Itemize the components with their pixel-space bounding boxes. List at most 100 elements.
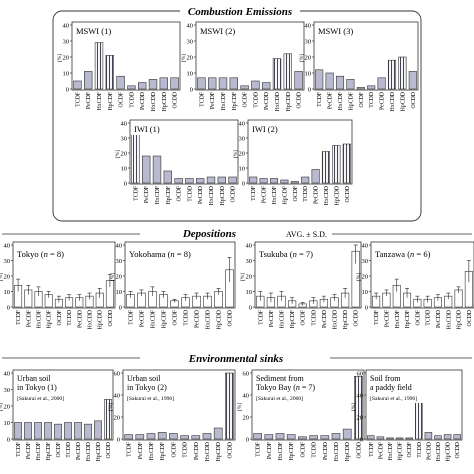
y-tick-label: 30: [121, 136, 128, 143]
y-tick-label: 20: [239, 151, 246, 158]
y-tick-label: 30: [239, 136, 246, 143]
y-tick-label: 20: [116, 274, 123, 281]
category-label: HpCDD: [446, 442, 452, 461]
y-tick-label: 0: [124, 181, 127, 188]
category-label: HpCDF: [289, 441, 295, 460]
y-tick-label: 40: [4, 243, 11, 250]
category-label: OCDD: [173, 92, 179, 108]
category-label: OCDD: [231, 186, 237, 202]
bar-pecdf: [84, 71, 93, 90]
y-tick-label: 0: [249, 305, 252, 312]
y-tick-label: 30: [187, 39, 194, 46]
y-tick-label: 40: [362, 243, 369, 250]
bar-tcdf: [249, 176, 258, 184]
bar-hpcdf: [163, 170, 172, 184]
panel-urban-soil-in-tokyo-1: 0 10 20 30 40 [%] TCDF PeCDF HxCDF HpCDF OCDF TCDD P…: [0, 369, 114, 461]
bar-hpcdf: [280, 179, 289, 184]
bar-ocdf: [290, 181, 299, 184]
bar-hpcdf: [346, 79, 355, 90]
bar-ocdd: [453, 434, 461, 440]
bar-pecdf: [264, 434, 274, 440]
category-label: PeCDF: [86, 91, 92, 109]
bar-pecdd: [74, 422, 82, 440]
category-label: OCDD: [227, 442, 233, 458]
category-label: TCDD: [426, 310, 432, 326]
bar-hxcdf: [94, 42, 104, 90]
category-label: OCDD: [297, 92, 303, 108]
category-label: OCDF: [119, 91, 125, 107]
y-axis-unit: [%]: [0, 273, 4, 281]
y-axis-unit: [%]: [57, 54, 63, 62]
bar-hpcdd: [283, 53, 292, 90]
category-label: TCDD: [183, 442, 189, 458]
category-label: PeCDD: [323, 442, 329, 460]
bar-ocdf: [174, 178, 183, 184]
category-label: OCDD: [455, 442, 461, 458]
y-axis-unit: [%]: [356, 273, 362, 281]
category-label: HxCDF: [221, 91, 227, 110]
y-axis-unit: [%]: [181, 54, 187, 62]
bar-ocdf: [356, 87, 365, 90]
category-label: HpCDF: [162, 309, 168, 328]
y-tick-label: 60: [357, 371, 364, 378]
y-tick-label: 20: [243, 415, 250, 422]
category-label: HxCDD: [390, 92, 396, 111]
bar-tcdd: [367, 85, 376, 90]
panel-title: IWI (2): [252, 124, 278, 134]
y-tick-label: 30: [305, 39, 312, 46]
category-label: OCDD: [108, 310, 114, 326]
category-label: HpCDF: [232, 91, 238, 110]
bar-pecdd: [138, 82, 147, 90]
bar-ocdd: [354, 375, 363, 440]
category-label: HxCDD: [275, 92, 281, 111]
title-backdrop: [131, 121, 171, 135]
bar-pecdf: [142, 155, 151, 184]
category-label: OCDD: [356, 442, 362, 458]
title-backdrop: [367, 371, 435, 403]
category-label: HxCDF: [36, 441, 42, 460]
category-label: TCDF: [75, 91, 81, 107]
y-tick-label: 20: [246, 274, 253, 281]
bar-hpcdd: [398, 56, 407, 90]
category-label: HxCDD: [88, 310, 94, 329]
bar-hxcdd: [321, 151, 331, 184]
category-label: HpCDF: [290, 309, 296, 328]
bar-tcdd: [309, 435, 318, 440]
bar-hxcdf: [146, 433, 156, 440]
sinks-section-title: Environmental sinks: [188, 353, 283, 365]
y-tick-label: 0: [117, 437, 120, 444]
category-label: TCDD: [187, 186, 193, 202]
y-tick-label: 0: [7, 305, 10, 312]
y-tick-label: 20: [4, 274, 11, 281]
category-label: HxCDF: [395, 309, 401, 328]
title-backdrop: [253, 371, 332, 403]
panel-urban-soil-in-tokyo-2: 0 20 40 60 [%] TCDF PeCDF HxCDF HpCDF OCDF TCDD PeC…: [108, 369, 236, 461]
bar-tcdf: [131, 131, 140, 184]
panel-iwi-1: 0 10 20 30 40 [%] TCDF PeCDF HxCDF HpCDF OCDF TCDD P…: [115, 119, 239, 205]
category-label: HpCDD: [345, 442, 351, 461]
panel-sediment-from-tokyo-bay: 0 20 40 60 [%] TCDF PeCDF HxCDF HpCDF OCDF TCDD PeC…: [237, 369, 365, 461]
y-tick-label: 0: [119, 305, 122, 312]
bar-pecdd: [424, 432, 433, 440]
category-label: PeCDD: [195, 310, 201, 328]
category-label: PeCDF: [269, 309, 275, 327]
bar-hxcdf: [335, 75, 345, 90]
category-label: PeCDF: [378, 441, 384, 459]
panel-title: MSWI (3): [318, 26, 353, 36]
y-tick-label: 30: [246, 258, 253, 265]
category-label: TCDF: [258, 309, 264, 325]
panel-soil-from-a-paddy-field: 0 20 40 60 [%] TCDF PeCDF HxCDF HpCDF OCDF TCDD PeC…: [351, 369, 463, 461]
y-axis-unit: [%]: [240, 273, 246, 281]
category-label: HxCDD: [209, 186, 215, 205]
panel-title: Urban soil: [17, 374, 51, 383]
category-label: HxCDF: [155, 185, 161, 204]
bar-hxcdf: [386, 437, 394, 440]
panel-tokyo: 0 10 20 30 40 [%] TCDF PeCDF HxCDF HpCDF OCDF TCDD P…: [0, 241, 116, 329]
category-label: TCDF: [199, 91, 205, 107]
category-label: TCDF: [374, 309, 380, 325]
y-tick-label: 10: [362, 289, 369, 296]
category-label: OCDD: [411, 92, 417, 108]
category-label: TCDD: [303, 186, 309, 202]
bar-pecdd: [311, 169, 320, 184]
